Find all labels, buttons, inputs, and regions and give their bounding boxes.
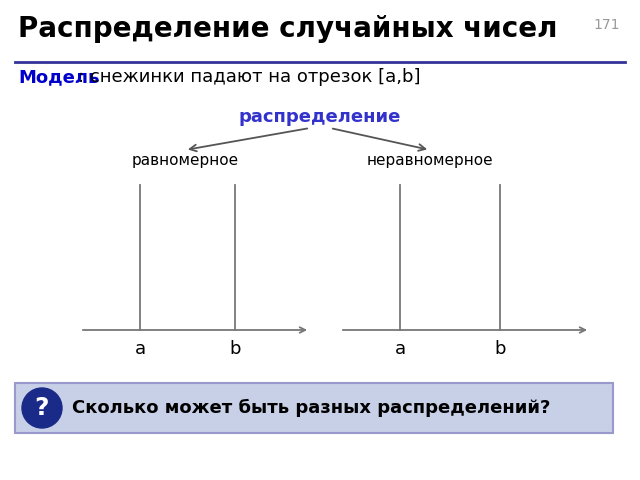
Text: неравномерное: неравномерное [367, 153, 493, 168]
Text: 171: 171 [593, 18, 620, 32]
Text: b: b [494, 340, 506, 358]
Text: равномерное: равномерное [131, 153, 239, 168]
Text: ?: ? [35, 396, 49, 420]
Text: распределение: распределение [239, 108, 401, 126]
Text: b: b [229, 340, 241, 358]
Text: Модель: Модель [18, 68, 99, 86]
FancyBboxPatch shape [15, 383, 613, 433]
Text: Распределение случайных чисел: Распределение случайных чисел [18, 15, 557, 43]
Text: : снежинки падают на отрезок [a,b]: : снежинки падают на отрезок [a,b] [78, 68, 420, 86]
Text: a: a [134, 340, 145, 358]
Text: Сколько может быть разных распределений?: Сколько может быть разных распределений? [72, 399, 550, 417]
Circle shape [22, 388, 62, 428]
Text: a: a [394, 340, 406, 358]
